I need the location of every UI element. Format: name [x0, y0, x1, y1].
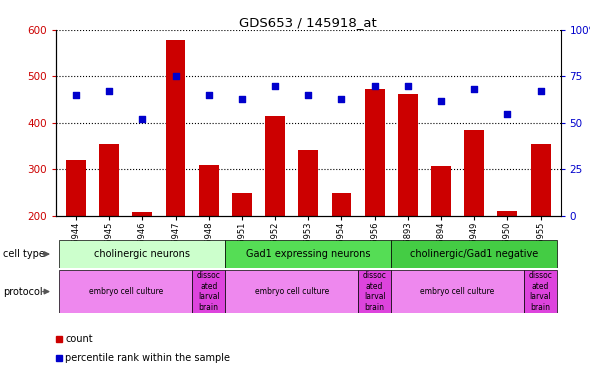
Bar	[199, 165, 219, 216]
Point	[503, 111, 512, 117]
Bar	[66, 160, 86, 216]
Text: Gad1 expressing neurons: Gad1 expressing neurons	[246, 249, 371, 259]
Bar	[464, 130, 484, 216]
Bar	[365, 89, 385, 216]
Bar	[431, 165, 451, 216]
Point	[237, 96, 247, 102]
Text: percentile rank within the sample: percentile rank within the sample	[65, 353, 230, 363]
Point	[403, 83, 412, 89]
Bar	[166, 40, 185, 216]
Bar	[358, 270, 391, 313]
Bar	[265, 116, 285, 216]
Bar	[530, 144, 550, 216]
Bar	[232, 194, 252, 216]
Point	[337, 96, 346, 102]
Bar	[497, 211, 517, 216]
Title: GDS653 / 145918_at: GDS653 / 145918_at	[240, 16, 377, 29]
Text: count: count	[65, 334, 93, 344]
Text: embryo cell culture: embryo cell culture	[88, 287, 163, 296]
Text: cholinergic neurons: cholinergic neurons	[94, 249, 191, 259]
Bar	[99, 144, 119, 216]
Point	[536, 88, 545, 94]
Point	[470, 86, 479, 92]
Bar	[60, 270, 192, 313]
Point	[204, 92, 214, 98]
Bar	[192, 270, 225, 313]
Bar	[524, 270, 557, 313]
Point	[303, 92, 313, 98]
Point	[171, 74, 180, 80]
Text: embryo cell culture: embryo cell culture	[421, 287, 495, 296]
Text: cell type: cell type	[3, 249, 45, 259]
Point	[137, 116, 147, 122]
Point	[104, 88, 114, 94]
Bar	[299, 150, 318, 216]
Bar	[398, 94, 418, 216]
Point	[370, 83, 379, 89]
Text: protocol: protocol	[3, 286, 42, 297]
Bar	[225, 240, 391, 268]
Bar	[391, 240, 557, 268]
Point	[270, 83, 280, 89]
Text: dissoc
ated
larval
brain: dissoc ated larval brain	[363, 272, 386, 312]
Point	[71, 92, 81, 98]
Bar	[225, 270, 358, 313]
Text: cholinergic/Gad1 negative: cholinergic/Gad1 negative	[410, 249, 538, 259]
Bar	[60, 240, 225, 268]
Point	[436, 98, 446, 104]
Text: dissoc
ated
larval
brain: dissoc ated larval brain	[529, 272, 552, 312]
Text: embryo cell culture: embryo cell culture	[254, 287, 329, 296]
Text: dissoc
ated
larval
brain: dissoc ated larval brain	[197, 272, 221, 312]
Bar	[132, 212, 152, 216]
Bar	[332, 194, 352, 216]
Bar	[391, 270, 524, 313]
